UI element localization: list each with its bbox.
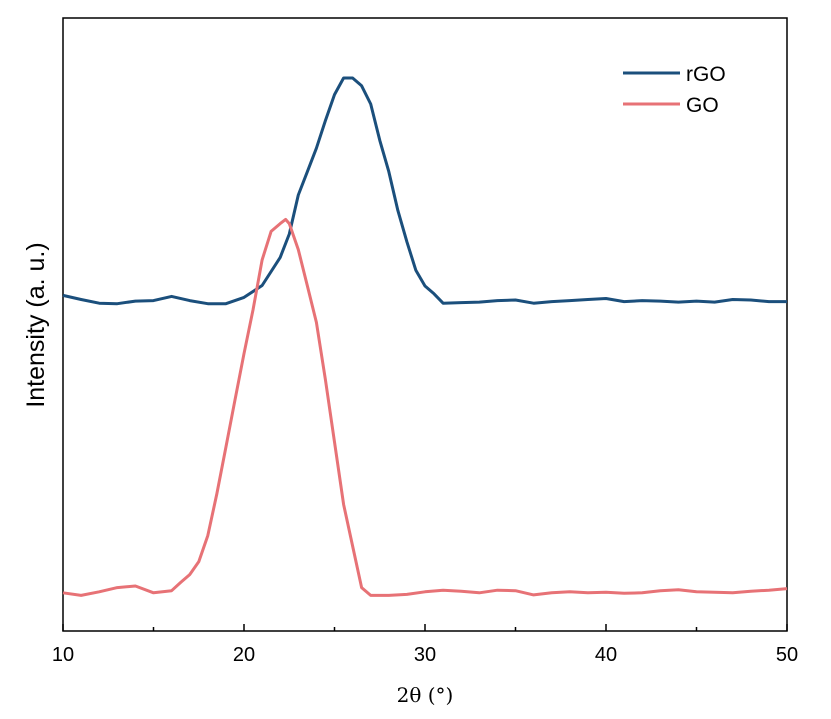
x-tick-label: 50 bbox=[776, 644, 798, 666]
x-axis: 10 20 30 40 50 bbox=[52, 624, 798, 666]
x-axis-title: 2θ (°) bbox=[397, 683, 454, 707]
legend-label-go: GO bbox=[686, 94, 719, 117]
x-tick-label: 20 bbox=[233, 644, 255, 666]
x-tick-label: 30 bbox=[414, 644, 436, 666]
plot-area bbox=[62, 76, 788, 597]
legend-label-rgo: rGO bbox=[686, 63, 726, 86]
x-tick-label: 40 bbox=[595, 644, 617, 666]
x-tick-label: 10 bbox=[52, 644, 74, 666]
plot-frame bbox=[62, 17, 788, 632]
y-axis-title: Intensity (a. u.) bbox=[22, 242, 50, 407]
series-line-go bbox=[62, 217, 788, 597]
series-line-rgo bbox=[62, 76, 787, 306]
legend: rGO GO bbox=[623, 63, 726, 117]
